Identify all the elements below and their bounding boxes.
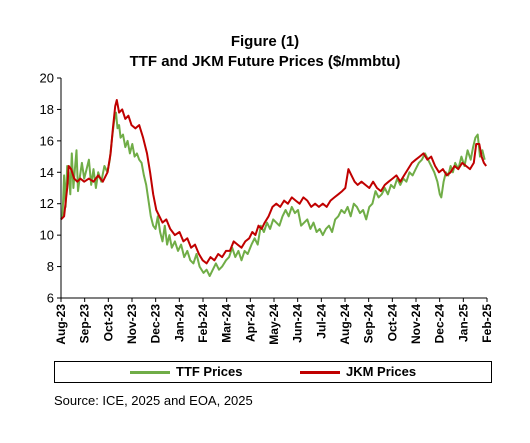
x-tick-label: Oct-23 <box>101 304 115 342</box>
x-axis: Aug-23 Sep-23 Oct-23 Nov-23 Dec-23 Jan-24 Feb-… <box>54 298 494 345</box>
x-tick-label: Nov-24 <box>409 304 423 344</box>
price-chart: 6 8 10 12 14 16 18 20 Aug-23 Sep-23 Oct-23 Nov-23 D… <box>40 71 494 345</box>
y-tick-label: 16 <box>40 133 54 148</box>
y-axis: 6 8 10 12 14 16 18 20 <box>40 71 61 306</box>
legend: TTF Prices JKM Prices <box>54 361 492 383</box>
y-tick-label: 14 <box>40 165 54 180</box>
x-tick-label: Nov-23 <box>125 304 139 344</box>
y-tick-label: 18 <box>40 102 54 117</box>
x-tick-label: Aug-24 <box>338 304 352 345</box>
x-tick-label: Jan-25 <box>456 304 470 342</box>
x-tick-label: Jul-24 <box>314 304 328 339</box>
x-tick-label: Jan-24 <box>172 304 186 342</box>
x-tick-label: May-24 <box>267 304 281 345</box>
y-tick-label: 6 <box>47 291 54 306</box>
series-layer <box>60 99 488 277</box>
legend-label-ttf: TTF Prices <box>176 364 243 379</box>
legend-item-jkm: JKM Prices <box>300 364 416 380</box>
x-tick-label: Dec-23 <box>149 304 163 344</box>
x-tick-label: Mar-24 <box>220 304 234 343</box>
x-tick-label: Apr-24 <box>243 304 257 342</box>
x-tick-label: Dec-24 <box>433 304 447 344</box>
y-tick-label: 8 <box>47 259 54 274</box>
figure-number: Figure (1) <box>230 33 300 50</box>
legend-item-ttf: TTF Prices <box>130 364 242 380</box>
x-tick-label: Feb-25 <box>480 304 494 343</box>
x-tick-label: Sep-24 <box>362 304 376 344</box>
source-note: Source: ICE, 2025 and EOA, 2025 <box>54 393 253 408</box>
series-line-ttf <box>60 111 486 277</box>
x-tick-label: Oct-24 <box>385 304 399 342</box>
x-tick-label: Jun-24 <box>291 304 305 343</box>
x-tick-label: Feb-24 <box>196 304 210 343</box>
legend-label-jkm: JKM Prices <box>346 364 417 379</box>
x-tick-label: Sep-23 <box>78 304 92 344</box>
x-tick-label: Aug-23 <box>54 304 68 345</box>
y-tick-label: 12 <box>40 196 54 211</box>
chart-title: TTF and JKM Future Prices ($/mmbtu) <box>129 53 401 70</box>
y-tick-label: 10 <box>40 228 54 243</box>
legend-swatch-jkm <box>300 371 340 375</box>
y-tick-label: 20 <box>40 71 54 86</box>
legend-swatch-ttf <box>130 371 170 375</box>
series-line-jkm <box>60 99 488 265</box>
